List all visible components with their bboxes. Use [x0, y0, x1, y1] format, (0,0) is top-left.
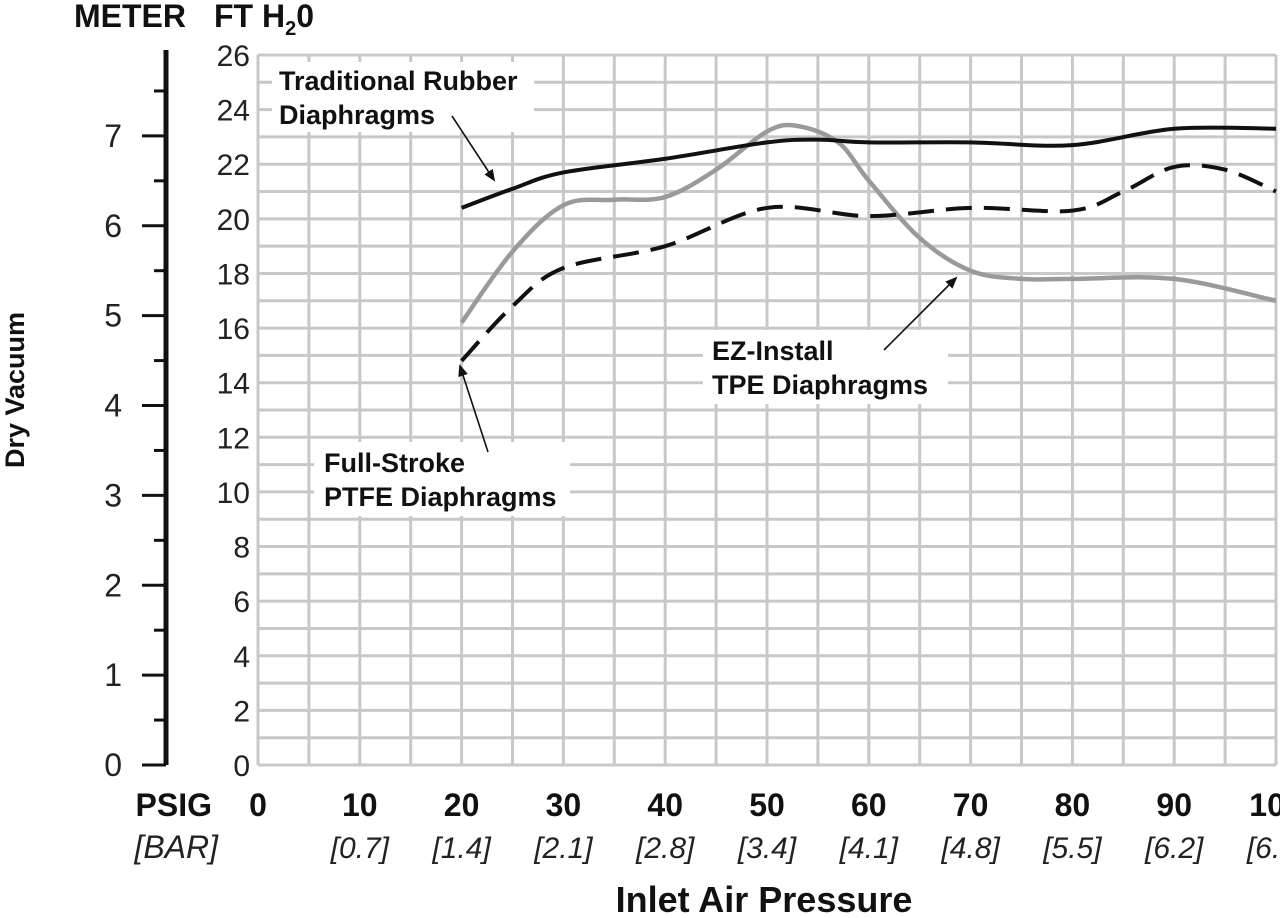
x-tick-bar: [2.8]: [635, 832, 695, 865]
x-tick-psig: 10: [342, 787, 378, 823]
x-tick-bar: [4.1]: [839, 832, 899, 865]
bar-unit-label: [BAR]: [133, 829, 219, 865]
series-full-stroke-ptfe: [460, 163, 1277, 363]
label-ez-install-tpe-line: EZ-Install: [712, 336, 834, 366]
ft-tick-label: 18: [217, 258, 250, 291]
x-tick-bar: [0.7]: [330, 832, 390, 865]
x-axis-title: Inlet Air Pressure: [616, 879, 913, 918]
x-tick-bar: [3.4]: [737, 832, 797, 865]
x-tick-psig: 90: [1156, 787, 1192, 823]
ft-tick-label: 20: [217, 204, 250, 237]
ft-tick-label: 14: [217, 368, 250, 401]
meter-tick-label: 7: [104, 118, 122, 154]
ft-tick-label: 22: [217, 149, 250, 182]
x-tick-psig: 40: [647, 787, 683, 823]
meter-tick-label: 6: [104, 208, 122, 244]
series-lines: [459, 122, 1277, 363]
x-tick-psig: 30: [546, 787, 582, 823]
meter-tick-label: 0: [104, 747, 122, 783]
label-ez-install-tpe-arrow: [883, 276, 958, 351]
x-tick-bar: [1.4]: [431, 832, 491, 865]
x-tick-bar: [2.1]: [533, 832, 593, 865]
psig-unit-label: PSIG: [136, 787, 212, 823]
meter-tick-label: 3: [104, 477, 122, 513]
x-tick-labels: 0 10 [0.7] 20 [1.4] 30 [2.1] 40 [2.8] 50 [3.4] 60 [4…: [249, 787, 1280, 865]
x-tick-psig: 20: [444, 787, 480, 823]
ft-tick-label: 2: [233, 695, 250, 728]
meter-unit-label: METER: [74, 0, 186, 34]
annotations: Traditional Rubber Diaphragms EZ-Install TP…: [272, 62, 958, 516]
label-traditional-rubber-arrow: [451, 115, 496, 182]
series-traditional-rubber: [460, 125, 1277, 210]
x-tick-psig: 0: [249, 787, 267, 823]
ft-tick-label: 6: [233, 586, 250, 619]
label-full-stroke-ptfe-line: PTFE Diaphragms: [324, 482, 557, 512]
x-tick-psig: 80: [1055, 787, 1091, 823]
meter-tick-label: 1: [104, 657, 122, 693]
x-tick-psig: 70: [953, 787, 989, 823]
x-tick-psig: 100: [1249, 787, 1280, 823]
meter-tick-label: 4: [104, 388, 122, 424]
ft-tick-label: 24: [217, 95, 250, 128]
meter-axis: 0 1 2 3 4 5 6 7: [104, 50, 169, 783]
x-tick-psig: 50: [749, 787, 785, 823]
ft-tick-label: 12: [217, 422, 250, 455]
meter-tick-label: 2: [104, 567, 122, 603]
x-tick-bar: [6.9]: [1246, 832, 1280, 865]
label-full-stroke-ptfe-box: [314, 442, 570, 516]
ft-h2o-tail: 0: [296, 0, 314, 34]
x-tick-psig: 60: [851, 787, 887, 823]
y-axis-title: Dry Vacuum: [0, 312, 30, 468]
ft-tick-label: 16: [217, 313, 250, 346]
meter-tick-label: 5: [104, 298, 122, 334]
series-ez-install-tpe: [459, 122, 1277, 324]
label-traditional-rubber-line: Traditional Rubber: [279, 66, 518, 96]
label-ez-install-tpe-line: TPE Diaphragms: [712, 370, 928, 400]
ft-tick-label: 26: [217, 40, 250, 73]
label-full-stroke-ptfe-line: Full-Stroke: [324, 448, 465, 478]
chart-grid: [256, 53, 1278, 767]
ft-h-unit-part: FT H: [214, 0, 285, 34]
ft-h2o-subscript: 2: [285, 18, 296, 40]
ft-tick-label: 10: [217, 477, 250, 510]
x-tick-bar: [5.5]: [1042, 832, 1102, 865]
label-traditional-rubber-box: [272, 62, 534, 132]
x-tick-bar: [6.2]: [1144, 832, 1204, 865]
ft-tick-label: 8: [233, 532, 250, 565]
ft-h2o-unit-label: FT H20: [214, 0, 314, 40]
label-traditional-rubber-line: Diaphragms: [279, 100, 435, 130]
x-tick-bar: [4.8]: [940, 832, 1000, 865]
ft-tick-label: 0: [233, 750, 250, 783]
label-ez-install-tpe-box: [703, 330, 948, 404]
ft-tick-label: 4: [233, 641, 250, 674]
label-full-stroke-ptfe-arrow: [458, 364, 489, 453]
